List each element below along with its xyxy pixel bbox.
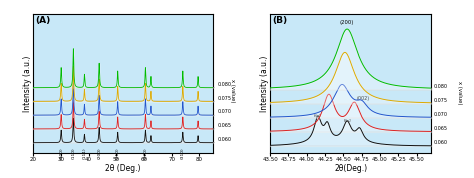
Text: (310): (310): [181, 148, 185, 159]
X-axis label: 2θ(Deg.): 2θ(Deg.): [334, 164, 367, 173]
Text: (210): (210): [116, 148, 120, 159]
Text: (B): (B): [272, 16, 287, 25]
Text: (100): (100): [59, 148, 63, 159]
X-axis label: 2θ (Deg.): 2θ (Deg.): [106, 164, 141, 173]
Text: (220): (220): [144, 148, 147, 159]
Y-axis label: Intensity (a.u.): Intensity (a.u.): [23, 56, 32, 112]
Text: x (value): x (value): [457, 81, 462, 104]
Text: (200): (200): [340, 20, 354, 25]
Text: K$\alpha_1$: K$\alpha_1$: [313, 112, 322, 120]
Text: 0.075: 0.075: [434, 98, 447, 103]
Text: K$\alpha_2$: K$\alpha_2$: [343, 117, 353, 125]
Text: x (value): x (value): [230, 79, 235, 102]
Text: 0.075: 0.075: [218, 96, 231, 101]
Text: (111): (111): [82, 148, 86, 159]
Text: 0.070: 0.070: [218, 109, 231, 114]
Text: 0.080: 0.080: [218, 82, 231, 87]
Text: (A): (A): [35, 16, 50, 25]
Text: 0.070: 0.070: [434, 112, 447, 117]
Text: (110): (110): [72, 148, 75, 159]
Text: (200): (200): [97, 148, 101, 159]
Text: 0.080: 0.080: [434, 84, 447, 89]
Text: (002): (002): [356, 96, 370, 101]
Text: 0.060: 0.060: [218, 137, 231, 142]
Text: 0.060: 0.060: [434, 140, 447, 145]
Text: 0.065: 0.065: [218, 123, 231, 128]
Y-axis label: Intensity (a.u.): Intensity (a.u.): [260, 56, 269, 112]
Text: 0.065: 0.065: [434, 126, 447, 131]
